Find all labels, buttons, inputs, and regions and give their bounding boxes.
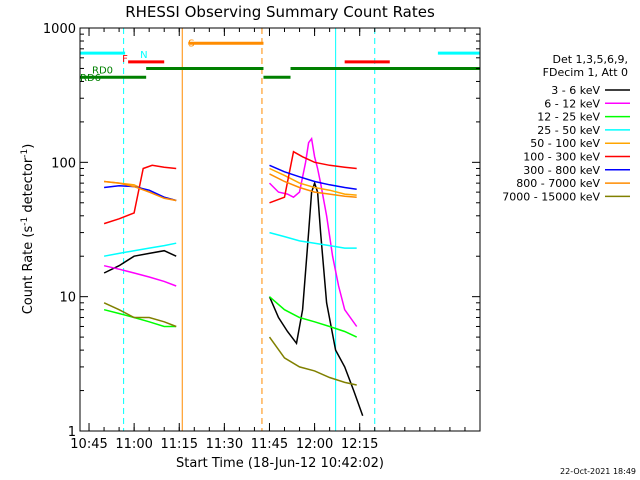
series-line-3-segment-0 <box>103 242 177 257</box>
series-line-7-segment-1 <box>269 173 357 198</box>
series-line-0-segment-0 <box>103 249 177 274</box>
legend-header-line-1: Det 1,3,5,6,9, <box>552 53 628 66</box>
legend-label-1: 6 - 12 keV <box>544 97 600 110</box>
flag-label-rd0: RD0 <box>92 66 113 77</box>
series-line-3-segment-1 <box>269 231 357 249</box>
y-label-sup-2: -1 <box>20 149 30 158</box>
chart-title: RHESSI Observing Summary Count Rates <box>125 3 435 21</box>
series-line-0-segment-1 <box>268 180 364 416</box>
series-line-6-segment-1 <box>269 164 357 191</box>
series-line-1-segment-1 <box>268 136 358 327</box>
x-tick-label-3: 11:30 <box>206 437 243 452</box>
x-tick-label-4: 11:45 <box>251 437 288 452</box>
y-label-part-3: ) <box>21 144 36 149</box>
x-axis-label: Start Time (18-Jun-12 10:42:02) <box>176 456 384 471</box>
y-label-part-2: detector <box>21 157 36 217</box>
series-line-2-segment-0 <box>103 308 177 328</box>
y-tick-label-0: 1 <box>68 425 76 440</box>
y-tick-label-2: 100 <box>51 156 76 171</box>
y-axis: 1 10 100 1000 <box>43 22 480 440</box>
x-tick-label-6: 12:15 <box>341 437 378 452</box>
legend-label-7: 800 - 7000 keV <box>516 177 600 190</box>
x-tick-label-2: 11:15 <box>161 437 198 452</box>
series-line-5-segment-1 <box>269 150 357 204</box>
flag-label-rd6: RD6 <box>80 73 101 84</box>
legend-header-line-2: FDecim 1, Att 0 <box>543 66 628 79</box>
plot-frame <box>79 27 481 432</box>
series-line-8-segment-0 <box>103 302 177 328</box>
y-tick-label-1: 10 <box>59 291 76 306</box>
y-label-sup-1: -1 <box>20 217 30 226</box>
x-axis: 10:45 11:00 11:15 11:30 11:45 12:00 12:15 <box>70 28 481 452</box>
series-line-6-segment-0 <box>104 184 177 202</box>
series-line-1-segment-0 <box>103 264 177 287</box>
legend-label-5: 100 - 300 keV <box>523 151 600 164</box>
x-tick-label-0: 10:45 <box>70 437 107 452</box>
legend-label-4: 50 - 100 keV <box>530 137 600 150</box>
series-line-2-segment-1 <box>269 296 358 338</box>
series-line-7-segment-0 <box>104 180 177 202</box>
legend-label-0: 3 - 6 keV <box>551 84 600 97</box>
flag-label-f: F <box>122 54 128 65</box>
timestamp: 22-Oct-2021 18:49 <box>560 467 636 476</box>
series-lines <box>103 136 364 416</box>
flag-label-s: S <box>188 38 194 49</box>
y-tick-label-3: 1000 <box>43 22 76 37</box>
x-tick-label-5: 12:00 <box>296 437 333 452</box>
legend-label-8: 7000 - 15000 keV <box>502 190 600 203</box>
legend-label-2: 12 - 25 keV <box>537 111 600 124</box>
series-line-8-segment-1 <box>268 336 357 386</box>
series-line-5-segment-0 <box>103 164 177 225</box>
legend-label-6: 300 - 800 keV <box>523 164 600 177</box>
x-tick-label-1: 11:00 <box>115 437 152 452</box>
y-label-part-1: Count Rate (s <box>21 226 36 315</box>
legend-label-3: 25 - 50 keV <box>537 124 600 137</box>
y-axis-label: Count Rate (s-1 detector-1) <box>20 144 36 315</box>
series-line-4-segment-1 <box>269 167 357 196</box>
flag-label-n: N <box>140 50 147 61</box>
